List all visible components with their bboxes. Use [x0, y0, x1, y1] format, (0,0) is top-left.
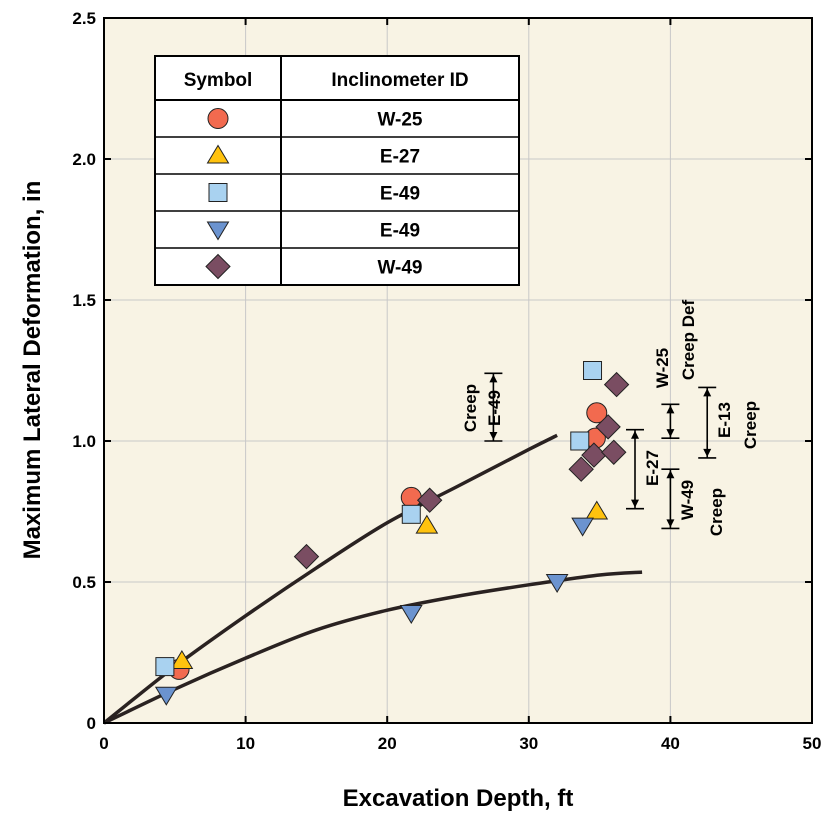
annotation-label: Creep Def [679, 300, 698, 381]
annotation-label: E-49 [485, 390, 504, 426]
data-point-triangle-down [399, 605, 423, 624]
x-tick-label: 30 [519, 734, 538, 753]
annotation-arrow [666, 470, 675, 479]
annotation-arrow [666, 519, 675, 528]
data-point-square [401, 504, 421, 524]
annotation-arrow [631, 499, 639, 508]
data-point-diamond [603, 371, 630, 398]
legend-label: E-27 [380, 147, 420, 168]
creep-annotations: Creep E-49 W-25 Creep Def E-13 Creep E-27 W-49 C… [461, 300, 760, 537]
annotation-label: E-27 [643, 450, 662, 486]
y-tick-label: 1.0 [72, 432, 96, 451]
x-tick-label: 0 [99, 734, 108, 753]
legend-label: E-49 [380, 184, 420, 205]
y-tick-label: 0.5 [72, 573, 96, 592]
x-tick-label: 20 [378, 734, 397, 753]
y-tick-label: 2.0 [72, 150, 96, 169]
y-tick-label: 2.5 [72, 9, 96, 28]
annotation-label: Creep [707, 488, 726, 536]
annotation-arrow [489, 432, 498, 440]
legend-marker-square [208, 183, 228, 202]
legend-marker-triangle-down [206, 221, 230, 241]
data-point-diamond [601, 439, 627, 465]
legend-marker-circle [207, 108, 229, 129]
x-tick-label: 50 [803, 734, 822, 753]
data-point-circle [400, 486, 422, 508]
annotation-arrow [631, 430, 639, 439]
annotation-label: E-13 [715, 402, 734, 438]
annotation-arrow [666, 405, 675, 414]
annotation-label: Creep [461, 384, 480, 432]
data-point-triangle-down [545, 574, 569, 593]
data-point-circle [586, 402, 608, 424]
data-point-diamond [416, 487, 443, 513]
x-tick-label: 40 [661, 734, 680, 753]
legend-label: E-49 [380, 221, 420, 242]
data-point-triangle-down [154, 686, 178, 706]
legend: Symbol Inclinometer ID W-25 E-27 E-49 E-49 W-4… [154, 55, 520, 286]
data-point-diamond [595, 414, 621, 440]
plot-frame [103, 17, 813, 724]
annotation-arrow [703, 448, 712, 457]
data-point-diamond [581, 442, 607, 468]
trend-curve [103, 570, 643, 725]
legend-label: W-49 [377, 258, 422, 279]
annotation-arrow [666, 429, 675, 438]
data-point-square [583, 361, 603, 380]
y-axis-title: Maximum Lateral Deformation, in [19, 181, 46, 560]
annotation-label: W-25 [653, 348, 672, 388]
data-point-triangle-up [585, 500, 609, 520]
legend-header-symbol: Symbol [184, 70, 253, 91]
x-tick-label: 10 [236, 734, 255, 753]
legend-marker-triangle-up [206, 144, 230, 164]
x-axis-title: Excavation Depth, ft [343, 785, 574, 812]
legend-marker-diamond [205, 253, 231, 280]
data-point-square [155, 657, 175, 677]
data-point-triangle-up [415, 514, 439, 534]
legend-box [154, 55, 520, 286]
y-tick-label: 0 [87, 714, 96, 733]
legend-label: W-25 [377, 110, 422, 131]
data-points [154, 361, 630, 706]
data-point-triangle-down [571, 517, 594, 537]
annotation-label: W-49 [678, 480, 697, 520]
annotation-label: Creep [741, 401, 760, 449]
legend-header-id: Inclinometer ID [331, 70, 468, 91]
data-point-diamond [568, 456, 594, 482]
data-point-square [570, 431, 590, 451]
annotation-arrow [489, 374, 498, 383]
data-point-diamond [293, 543, 320, 570]
data-point-triangle-up [170, 649, 194, 669]
axis-ticks: 0 10 20 30 40 50 0 0.5 1.0 1.5 2.0 2.5 [72, 9, 821, 753]
annotation-arrow [703, 388, 712, 397]
y-tick-label: 1.5 [72, 291, 96, 310]
